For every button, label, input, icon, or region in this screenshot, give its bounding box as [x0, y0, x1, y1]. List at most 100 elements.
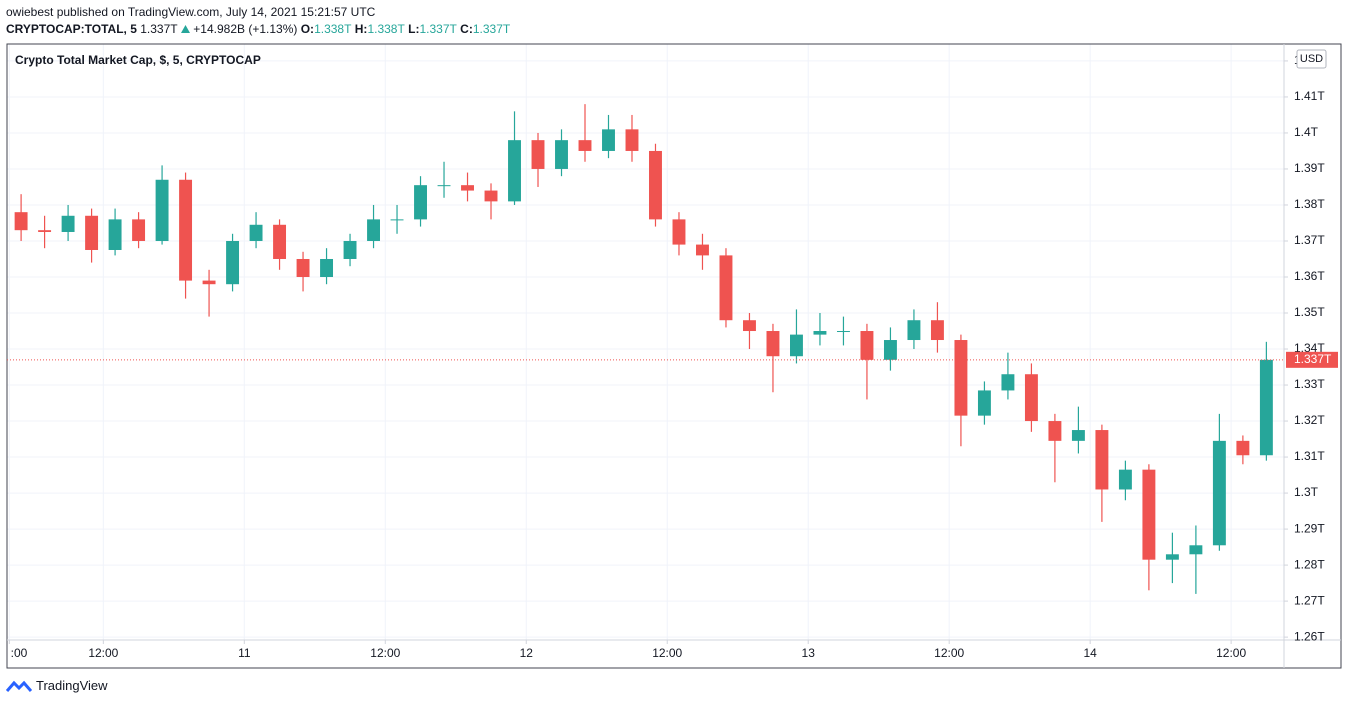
- candle-body: [1001, 374, 1015, 391]
- candle-body: [1236, 440, 1250, 456]
- ohlc-label: O:: [300, 22, 315, 36]
- y-tick-label: 1.4T: [1294, 125, 1319, 139]
- candle-body: [108, 219, 122, 250]
- candle-body: [508, 140, 521, 202]
- axes: 1.26T 1.27T 1.28T 1.29T 1.3T 1.31T 1.32T 1.33T 1…: [7, 53, 1338, 660]
- candle-body: [1212, 440, 1226, 546]
- x-tick-label: 12:00: [88, 646, 118, 660]
- ohlc-value: 1.338T: [367, 22, 405, 36]
- x-tick-label: 12:00: [934, 646, 964, 660]
- publish-info: owiebest published on TradingView.com, J…: [6, 5, 376, 19]
- candle-body: [296, 258, 310, 277]
- y-tick-label: 1.29T: [1294, 521, 1325, 535]
- currency-button[interactable]: [1296, 49, 1327, 69]
- y-tick-label: 1.34T: [1294, 341, 1325, 355]
- last-price-tag: [1286, 351, 1338, 368]
- candle-body: [954, 340, 968, 416]
- candle-body: [672, 219, 686, 245]
- x-tick-label: 13: [802, 646, 816, 660]
- currency[interactable]: USD: [1300, 53, 1323, 65]
- candle-body: [649, 150, 662, 220]
- candle-body: [437, 185, 451, 187]
- candle-body: [249, 224, 263, 241]
- candle-body: [179, 179, 193, 281]
- chart-title: Crypto Total Market Cap, $, 5, CRYPTOCAP: [15, 53, 261, 67]
- candle-body: [602, 129, 615, 151]
- candle-body: [860, 331, 874, 360]
- ohlc-value: 1.337T: [419, 22, 457, 36]
- y-tick-label: 1.28T: [1294, 557, 1325, 571]
- candle-body: [226, 240, 240, 285]
- grid: [7, 44, 1284, 640]
- candle-body: [1165, 554, 1179, 560]
- candle-body: [61, 215, 75, 232]
- y-tick-label: 1.37T: [1294, 233, 1325, 247]
- y-tick-label: 1.3T: [1294, 485, 1319, 499]
- candle-body: [14, 212, 28, 231]
- candle-body: [484, 190, 498, 202]
- candle-body: [1071, 430, 1085, 441]
- brand: TradingView: [6, 678, 108, 693]
- candle-body: [766, 331, 780, 357]
- candle-body: [343, 240, 357, 259]
- candle-body: [320, 258, 334, 277]
- ohlc-label: C:: [460, 22, 473, 36]
- candle-body: [1259, 359, 1273, 456]
- candle-body: [1024, 374, 1038, 422]
- candle-body: [555, 140, 568, 169]
- candle-body: [1118, 469, 1132, 490]
- candle-body: [390, 219, 404, 221]
- x-tick-label: :00: [11, 646, 28, 660]
- y-tick-label: 1.26T: [1294, 629, 1325, 643]
- candle-body: [930, 320, 944, 341]
- candle-body: [461, 185, 474, 191]
- y-tick-label: 1.31T: [1294, 449, 1325, 463]
- candle-body: [202, 280, 216, 285]
- y-tick-label: 1.33T: [1294, 377, 1325, 391]
- ohlc-value: 1.338T: [314, 22, 352, 36]
- ohlc-label: L:: [408, 22, 420, 36]
- x-tick-label: 12: [520, 646, 534, 660]
- candle-body: [155, 179, 169, 241]
- candles: [14, 104, 1273, 594]
- candle-body: [38, 230, 52, 232]
- y-tick-label: 1.36T: [1294, 269, 1325, 283]
- candle-body: [531, 140, 545, 169]
- candle-body: [907, 320, 921, 341]
- candle-body: [719, 255, 733, 321]
- candle-body: [883, 340, 897, 360]
- candle-body: [1189, 545, 1203, 555]
- x-tick-label: 14: [1083, 646, 1097, 660]
- brand-name: TradingView: [36, 678, 108, 693]
- price: 1.337T: [140, 22, 178, 36]
- candle-body: [625, 129, 639, 151]
- y-tick-label: 1.27T: [1294, 593, 1325, 607]
- y-tick-label: 1.32T: [1294, 413, 1325, 427]
- last-price-label: 1.337T: [1294, 352, 1332, 366]
- y-tick-label: 1.35T: [1294, 305, 1325, 319]
- x-tick-label: 12:00: [1216, 646, 1246, 660]
- frame: [6, 43, 1342, 669]
- candle-body: [85, 215, 99, 250]
- candle-body: [743, 320, 756, 332]
- candle-body: [836, 331, 850, 333]
- candle-body: [789, 334, 803, 357]
- symbol-bar: CRYPTOCAP:TOTAL, 5 1.337T +14.982B (+1.1…: [6, 22, 510, 36]
- candle-body: [132, 219, 146, 241]
- candle-body: [414, 185, 427, 220]
- ohlc-label: H:: [354, 22, 368, 36]
- candle-body: [578, 140, 592, 151]
- x-tick-label: 12:00: [652, 646, 682, 660]
- x-tick-label: 12:00: [370, 646, 400, 660]
- candle-body: [977, 390, 991, 416]
- candle-body: [813, 331, 827, 335]
- symbol: CRYPTOCAP:TOTAL, 5: [6, 22, 137, 36]
- up-arrow: [180, 25, 190, 33]
- candle-body: [1048, 421, 1062, 441]
- y-tick-label: 1.41T: [1294, 89, 1325, 103]
- candle-body: [1095, 430, 1109, 490]
- candle-body: [696, 244, 709, 256]
- ohlc-value: 1.337T: [472, 22, 511, 36]
